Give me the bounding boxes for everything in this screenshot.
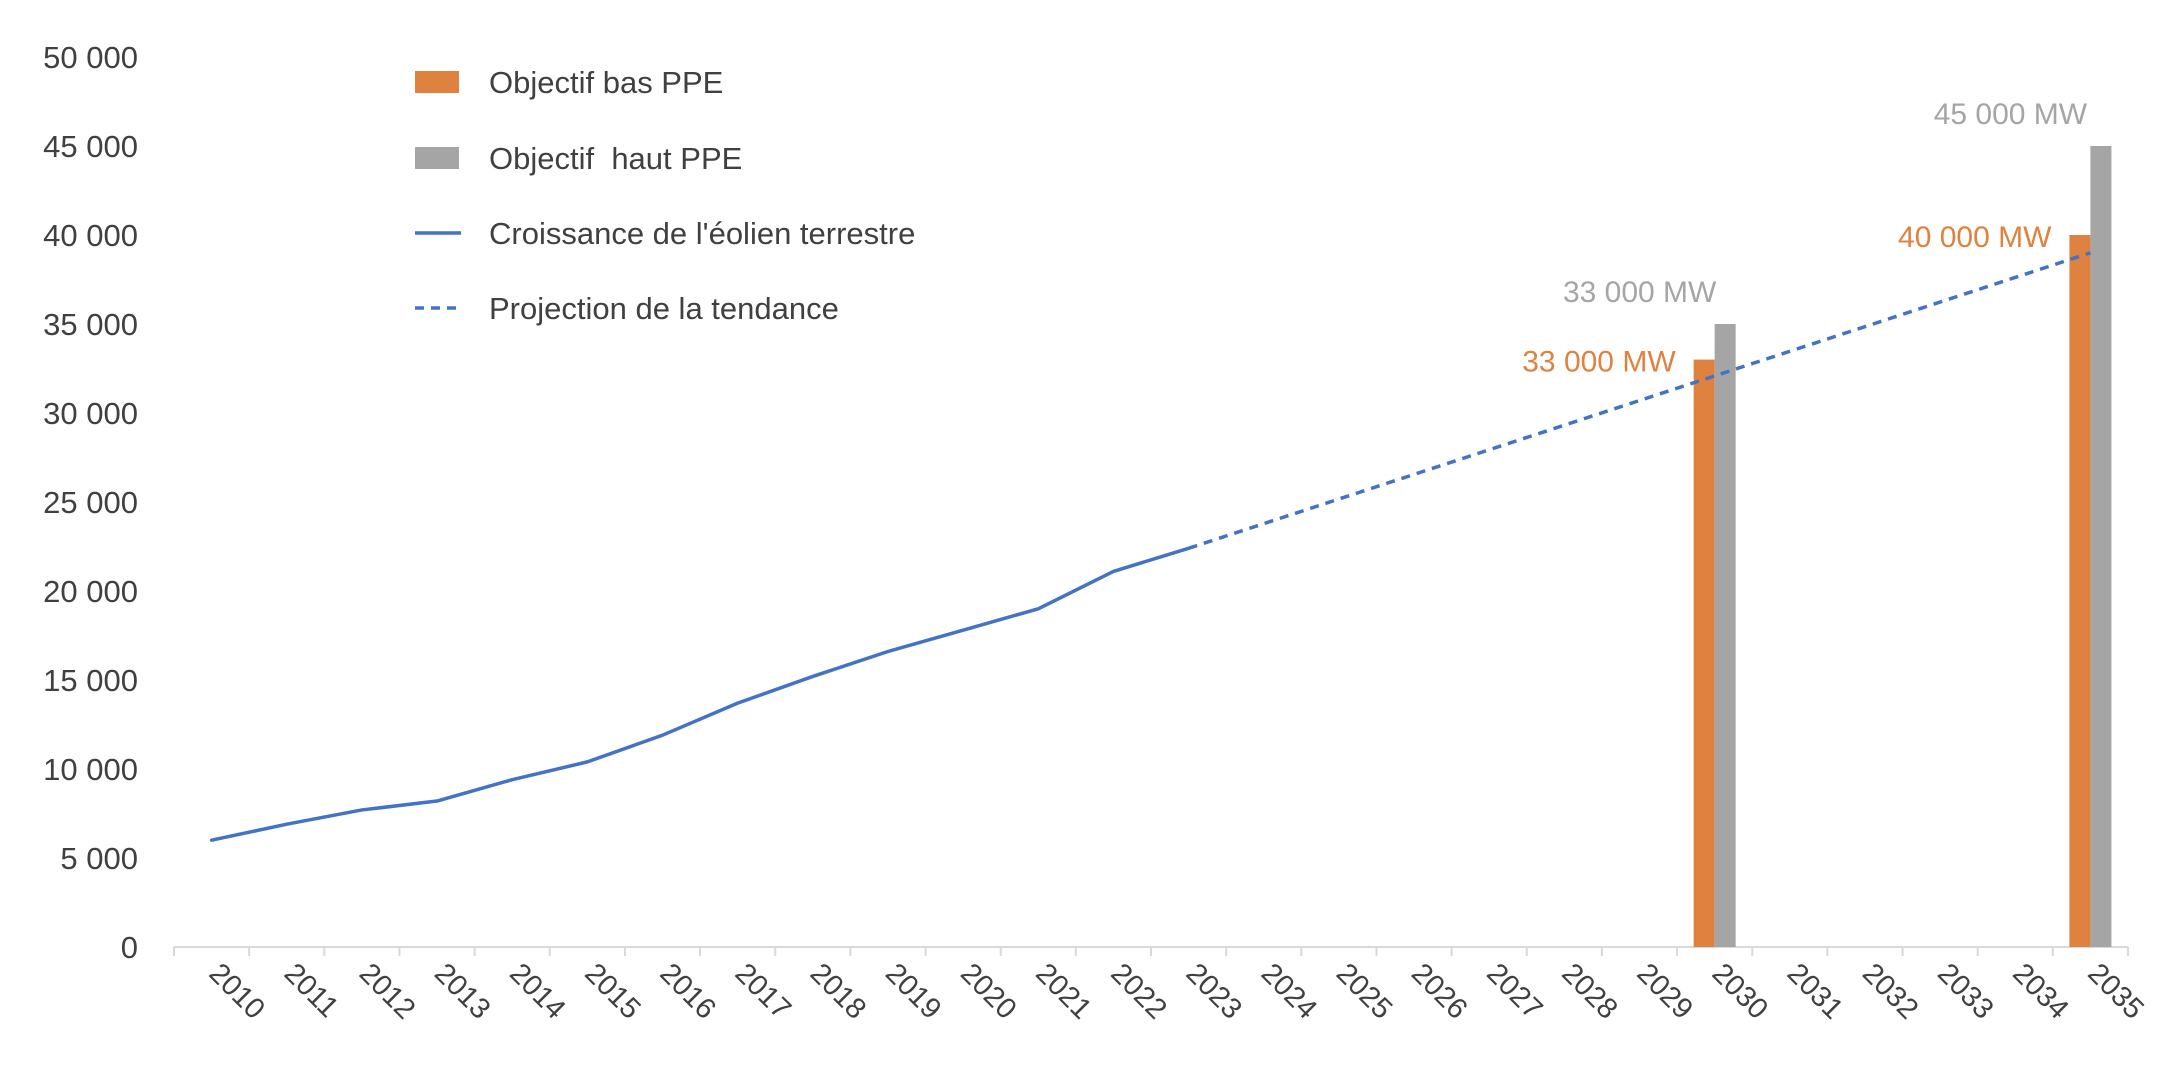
x-tick-label: 2010 [203,957,271,1025]
legend-label: Objectif haut PPE [489,141,742,176]
x-tick-label: 2029 [1631,957,1699,1025]
x-tick-label: 2031 [1781,957,1849,1025]
x-tick-label: 2034 [2006,957,2074,1025]
x-axis: 2010 2011 2012 2013 2014 2015 2016 2017 2018 2019… [173,946,2150,1026]
bar-objectif-bas [2069,235,2091,947]
y-tick-label: 45 000 [43,129,138,164]
x-tick-label: 2035 [2081,957,2149,1025]
x-tick-label: 2020 [954,957,1022,1025]
y-tick-label: 10 000 [43,752,138,787]
x-tick-label: 2027 [1480,957,1548,1025]
x-tick-label: 2014 [503,957,571,1025]
y-tick-label: 30 000 [43,396,138,431]
data-label-haut: 45 000 MW [1934,98,2088,131]
bars [1693,146,2112,948]
bar-objectif-bas [1693,359,1715,948]
x-tick-label: 2024 [1255,957,1323,1025]
y-tick-label: 25 000 [43,485,138,520]
legend-swatch [415,147,459,169]
x-tick-label: 2021 [1029,957,1097,1025]
y-tick-label: 35 000 [43,307,138,342]
legend-swatch [415,71,459,93]
legend: Objectif bas PPE Objectif haut PPE Croissa… [415,65,915,326]
x-tick-label: 2013 [428,957,496,1025]
x-tick-label: 2011 [278,957,345,1024]
y-tick-label: 0 [121,930,138,965]
x-tick-label: 2012 [353,957,421,1025]
legend-label: Objectif bas PPE [489,65,723,100]
x-tick-label: 2016 [654,957,722,1025]
lines [209,251,2091,842]
x-tick-label: 2022 [1104,957,1172,1025]
bar-objectif-haut [1714,324,1736,947]
y-axis: 0 5 000 10 000 15 000 20 000 25 000 30 000 35 0… [43,40,138,965]
legend-label: Projection de la tendance [489,291,839,326]
x-tick-label: 2015 [578,957,646,1025]
x-tick-label: 2026 [1405,957,1473,1025]
y-tick-label: 5 000 [60,841,138,876]
y-tick-label: 40 000 [43,218,138,253]
y-tick-label: 50 000 [43,40,138,75]
x-tick-label: 2028 [1555,957,1623,1025]
data-label-bas: 40 000 MW [1898,221,2052,254]
data-label-haut: 33 000 MW [1563,276,1717,309]
x-tick-label: 2025 [1330,957,1398,1025]
x-tick-label: 2030 [1706,957,1774,1025]
x-tick-label: 2033 [1931,957,1999,1025]
growth-line [209,546,1191,842]
x-tick-label: 2023 [1180,957,1248,1025]
data-label-bas: 33 000 MW [1522,346,1676,379]
y-tick-label: 20 000 [43,574,138,609]
data-labels: 33 000 MW 40 000 MW 33 000 MW 45 000 MW [1522,98,2088,379]
x-tick-label: 2017 [729,957,797,1025]
x-tick-label: 2019 [879,957,947,1025]
bar-objectif-haut [2090,146,2112,947]
legend-label: Croissance de l'éolien terrestre [489,216,915,251]
x-tick-label: 2018 [804,957,872,1025]
y-tick-label: 15 000 [43,663,138,698]
x-tick-label: 2032 [1856,957,1924,1025]
projection-line [1188,251,2091,550]
